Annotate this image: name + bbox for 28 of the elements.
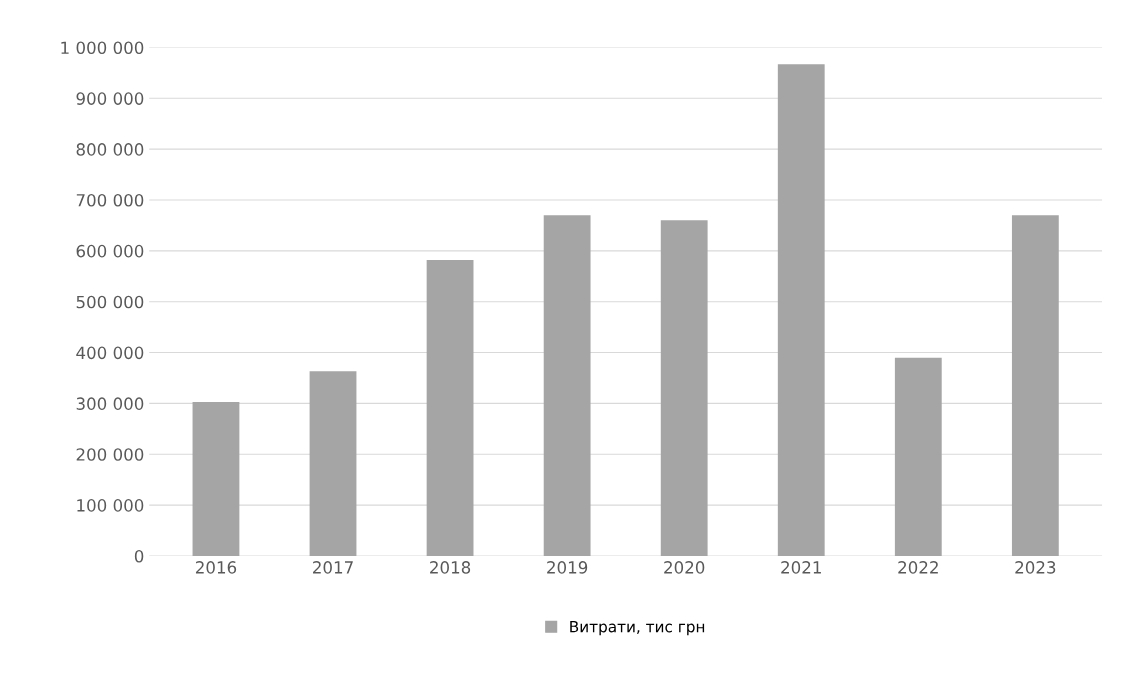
bar xyxy=(543,215,591,556)
x-tick-label: 2022 xyxy=(898,561,938,574)
legend-label: Витрати, тис грн xyxy=(570,621,705,636)
y-tick-label: 900 000 xyxy=(76,92,144,105)
bar xyxy=(192,401,240,556)
bar xyxy=(660,220,708,556)
x-tick-label: 2016 xyxy=(195,561,237,574)
bar xyxy=(894,357,942,556)
x-tick-label: 2020 xyxy=(664,561,705,574)
y-tick-label: 500 000 xyxy=(76,295,144,309)
y-tick-label: 400 000 xyxy=(76,346,144,360)
y-tick-label: 700 000 xyxy=(76,193,144,207)
x-tick-label: 2017 xyxy=(313,561,353,574)
y-tick-label: 800 000 xyxy=(76,143,144,156)
bar xyxy=(426,260,474,556)
x-tick-label: 2021 xyxy=(781,561,821,574)
y-tick-label: 200 000 xyxy=(76,448,144,461)
x-tick-label: 2019 xyxy=(547,561,588,574)
y-tick-label: 600 000 xyxy=(76,244,144,258)
x-tick-label: 2023 xyxy=(1015,561,1056,574)
y-tick-label: 300 000 xyxy=(76,397,144,410)
bar xyxy=(1011,215,1059,556)
x-tick-label: 2018 xyxy=(430,561,471,574)
y-tick-label: 1 000 000 xyxy=(61,41,144,55)
bar xyxy=(777,64,825,556)
bar xyxy=(309,371,357,556)
y-tick-label: 0 xyxy=(134,549,144,563)
y-tick-label: 100 000 xyxy=(77,499,144,512)
